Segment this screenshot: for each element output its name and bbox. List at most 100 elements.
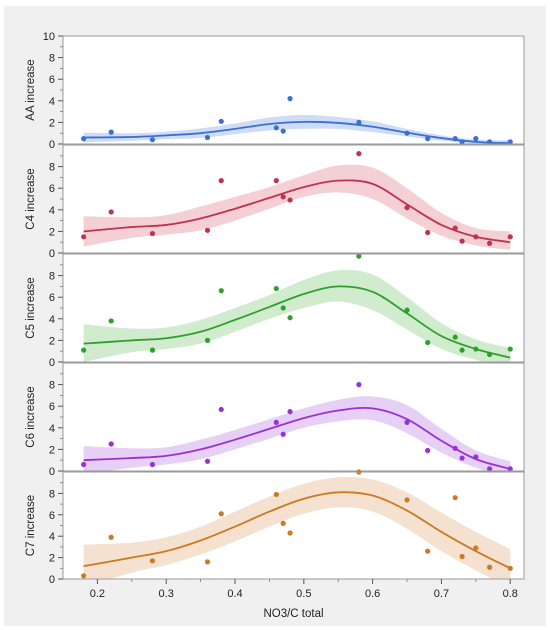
data-point [404,419,410,425]
data-point [473,545,479,551]
x-tick-label: 0.6 [365,588,380,600]
data-point [218,118,224,124]
data-point [287,530,293,536]
data-point [486,351,493,358]
data-point [507,466,513,472]
data-point [473,346,479,352]
y-tick-label: 0 [49,248,55,260]
y-axis-label: C6 increase [25,386,37,447]
data-point [507,565,513,571]
y-axis-label: C5 increase [25,277,37,338]
y-tick-label: 0 [49,574,55,586]
data-point [459,455,465,461]
y-tick-label: 4 [49,96,55,108]
y-tick-label: 4 [49,205,55,217]
data-point [81,347,87,353]
y-axis-label: C4 increase [25,168,37,229]
x-tick-label: 0.8 [503,588,518,600]
y-tick-label: 8 [49,53,55,65]
data-point [149,347,156,353]
panel-plot-area [83,114,511,144]
data-point [473,234,479,240]
data-point [486,139,493,145]
data-point [356,253,362,259]
data-point [486,564,493,570]
data-point [81,234,87,240]
fit-line [83,179,511,244]
y-tick-label: 6 [49,292,55,304]
y-tick-label: 8 [49,380,55,392]
data-point [452,334,458,340]
y-tick-label: 4 [49,314,55,326]
data-point [452,225,458,231]
data-point [452,136,458,142]
fit-line [83,285,511,359]
y-tick-label: 0 [49,139,55,151]
data-point [404,130,410,136]
data-point [356,382,362,388]
data-point [425,229,431,236]
data-point [459,238,465,244]
data-point [149,230,156,237]
panel-4: 0 2 4 6 8 C6 increase [25,362,525,478]
x-tick-label: 0.2 [90,588,105,600]
data-point [459,347,465,353]
data-point [218,178,224,184]
data-point [425,339,431,346]
panel-2: 0 2 4 6 8 C4 increase [25,144,525,260]
data-point [280,194,286,200]
confidence-band [83,114,511,144]
y-tick-label: 2 [49,335,55,347]
x-tick-label: 0.3 [159,588,174,600]
data-point [149,461,156,468]
data-point [473,136,479,142]
data-point [273,125,279,131]
y-tick-label: 6 [49,74,55,86]
data-point [149,558,156,564]
y-tick-label: 0 [49,357,55,369]
data-point [404,205,410,211]
data-point [81,136,87,142]
data-point [356,151,362,157]
y-tick-label: 8 [49,162,55,174]
data-point [108,534,114,540]
fit-line [83,406,511,470]
data-point [507,139,513,145]
data-point [452,495,458,501]
data-point [273,491,279,498]
data-point [273,178,279,184]
data-point [280,128,286,134]
x-tick-label: 0.5 [296,588,311,600]
y-axis-label: AA increase [25,59,37,120]
y-tick-label: 4 [49,423,55,435]
data-point [81,573,87,579]
y-tick-label: 2 [49,117,55,129]
data-point [280,520,286,526]
data-point [273,285,279,292]
panel-1: 0 2 4 6 8 10 AA increase [25,31,525,151]
data-point [459,553,465,560]
y-tick-label: 2 [49,226,55,238]
panel-plot-area [83,269,511,362]
confidence-band [83,269,511,362]
data-point [218,406,224,413]
y-tick-label: 10 [43,31,55,43]
chart-frame: 0 2 4 6 8 10 AA increase 0 2 4 6 8 C4 increase 0 2 4 6 8 C… [4,6,546,626]
y-tick-label: 2 [49,444,55,456]
panel-plot-area [83,164,511,250]
data-point [204,134,211,141]
y-tick-label: 6 [49,401,55,413]
data-point [486,466,493,472]
data-point [507,234,513,240]
y-tick-label: 2 [49,553,55,565]
x-tick-label: 0.4 [227,588,242,600]
data-point [287,197,293,203]
y-axis-label: C7 increase [25,495,37,556]
data-point [108,318,114,324]
y-tick-label: 8 [49,271,55,283]
data-point [473,454,479,460]
data-point [280,305,286,311]
data-point [149,137,156,143]
panel-3: 0 2 4 6 8 C5 increase [25,253,525,369]
fit-line [83,120,511,144]
